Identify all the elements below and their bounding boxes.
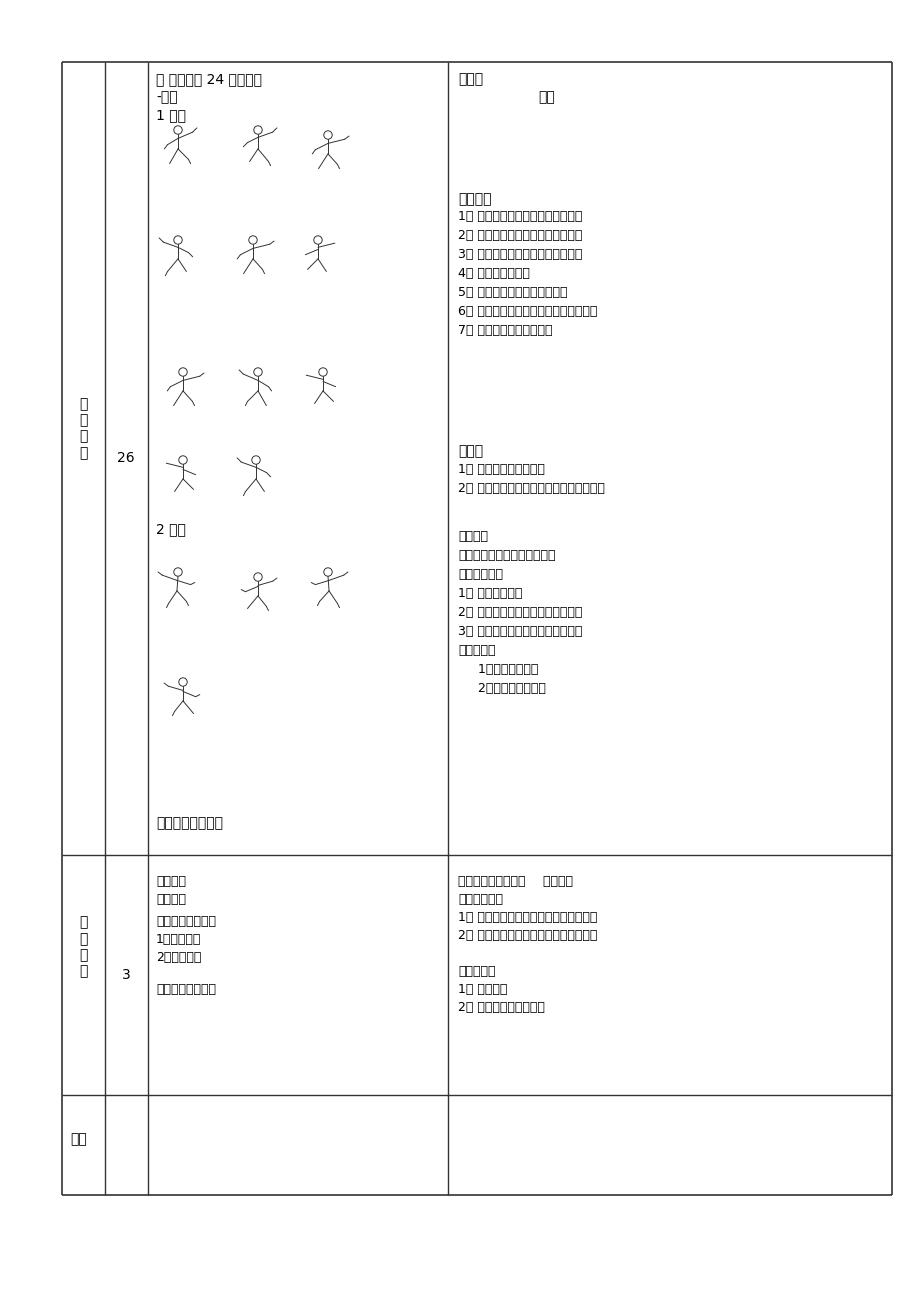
Text: 1、 小组长领做。: 1、 小组长领做。 [458, 587, 522, 600]
Text: 二、小结本次练习: 二、小结本次练习 [156, 915, 216, 928]
Text: 3、 集体领做，复习巩固学习内容。: 3、 集体领做，复习巩固学习内容。 [458, 625, 582, 638]
Text: 教师组织学生分组进行练习。: 教师组织学生分组进行练习。 [458, 549, 555, 562]
Text: 3、 分动作领做，学生看示范学练。: 3、 分动作领做，学生看示范学练。 [458, 247, 582, 260]
Text: 7、 学生练习，教师观察。: 7、 学生练习，教师观察。 [458, 324, 552, 337]
Text: 组织：: 组织： [458, 72, 482, 86]
Text: 2、 总结应该积极鼓励。: 2、 总结应该积极鼓励。 [458, 1001, 544, 1014]
Text: 三、安排相关事宜: 三、安排相关事宜 [156, 983, 216, 996]
Text: -单鞭: -单鞭 [156, 90, 177, 104]
Text: 一、组织: 一、组织 [458, 530, 487, 543]
Text: 1、小组合作学练: 1、小组合作学练 [458, 663, 538, 676]
Text: 小草发芽: 小草发芽 [156, 893, 186, 906]
Text: 三、要求：: 三、要求： [458, 644, 495, 658]
Text: 1、 完整示范建立直观的动作概念。: 1、 完整示范建立直观的动作概念。 [458, 210, 582, 223]
Text: 二、教学法：: 二、教学法： [458, 568, 503, 581]
Text: 一 学习简化 24 式太极拳: 一 学习简化 24 式太极拳 [156, 72, 262, 86]
Text: 教学法：: 教学法： [458, 191, 491, 206]
Text: 基
本
部
分: 基 本 部 分 [79, 397, 87, 460]
Text: 3: 3 [121, 967, 130, 982]
Text: 6、 集体纠正易犯错误，教师巡回检查。: 6、 集体纠正易犯错误，教师巡回检查。 [458, 305, 596, 318]
Text: 2、 合理地分解动作，增强学生学练过程。: 2、 合理地分解动作，增强学生学练过程。 [458, 482, 604, 495]
Text: 1、学练态度: 1、学练态度 [156, 934, 201, 947]
Text: 一、组织：体操队形    集合队形: 一、组织：体操队形 集合队形 [458, 875, 573, 888]
Text: 1 云手: 1 云手 [156, 108, 186, 122]
Text: 同上: 同上 [538, 90, 554, 104]
Text: 2、 教师巡回小组纠正，因材施教。: 2、 教师巡回小组纠正，因材施教。 [458, 605, 582, 618]
Text: 2 单鞭: 2 单鞭 [156, 522, 186, 536]
Text: 1、 学生听教师语言提示进行放松练习。: 1、 学生听教师语言提示进行放松练习。 [458, 911, 596, 924]
Text: 小结: 小结 [70, 1131, 86, 1146]
Text: 2、 分解示范讲解，学生模仿练习。: 2、 分解示范讲解，学生模仿练习。 [458, 229, 582, 242]
Text: 结
束
部
分: 结 束 部 分 [79, 915, 87, 978]
Text: 2、学习任务: 2、学习任务 [156, 950, 201, 963]
Text: 26: 26 [117, 452, 135, 466]
Text: 4、 学生练习一遍。: 4、 学生练习一遍。 [458, 267, 529, 280]
Text: 1、 客观准确: 1、 客观准确 [458, 983, 506, 996]
Text: 三、要求：: 三、要求： [458, 965, 495, 978]
Text: 二、教学法：: 二、教学法： [458, 893, 503, 906]
Text: 二、学生分组练习: 二、学生分组练习 [156, 816, 222, 829]
Text: 一、放松: 一、放松 [156, 875, 186, 888]
Text: 1、 示范讲解简洁明了。: 1、 示范讲解简洁明了。 [458, 464, 544, 477]
Text: 要求：: 要求： [458, 444, 482, 458]
Text: 2、组长监督负责。: 2、组长监督负责。 [458, 682, 545, 695]
Text: 2、 师生互评本次课，学生谈练习感受。: 2、 师生互评本次课，学生谈练习感受。 [458, 930, 596, 943]
Text: 5、 教师讲解规范动作的意义。: 5、 教师讲解规范动作的意义。 [458, 286, 567, 299]
